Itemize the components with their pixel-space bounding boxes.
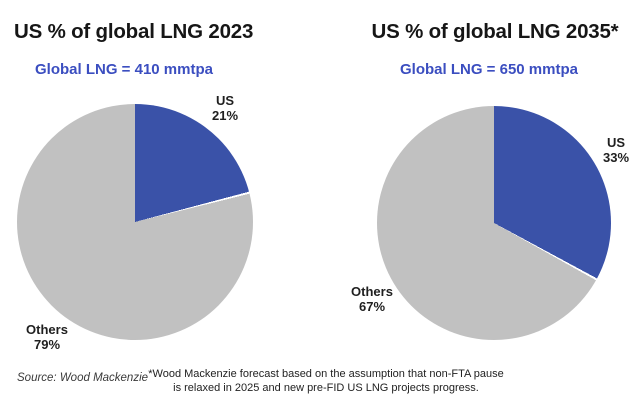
slice-label-us-2023: US 21% xyxy=(195,93,255,123)
slice-label-others-2023: Others 79% xyxy=(7,322,87,352)
slice-pct: 67% xyxy=(358,299,386,314)
chart-subtitle-2023: Global LNG = 410 mmtpa xyxy=(35,61,213,78)
slice-pct: 79% xyxy=(33,337,61,352)
slice-name: US xyxy=(606,135,626,150)
slice-pct: 21% xyxy=(211,108,239,123)
footnote-line-1: *Wood Mackenzie forecast based on the as… xyxy=(148,368,504,380)
slice-name: Others xyxy=(26,322,68,337)
chart-subtitle-2035: Global LNG = 650 mmtpa xyxy=(400,61,578,78)
footnote-line-2: is relaxed in 2025 and new pre-FID US LN… xyxy=(173,381,479,394)
pie-chart-2035 xyxy=(377,106,611,340)
slice-label-others-2035: Others 67% xyxy=(332,284,412,314)
slice-name: Others xyxy=(351,284,393,299)
slice-name: US xyxy=(215,93,235,108)
chart-title-2035: US % of global LNG 2035* xyxy=(371,20,619,43)
slice-pct: 33% xyxy=(602,150,630,165)
pie-chart-2023 xyxy=(17,104,253,340)
slice-label-us-2035: US 33% xyxy=(590,135,642,165)
footnote: *Wood Mackenzie forecast based on the as… xyxy=(136,368,516,395)
source-note: Source: Wood Mackenzie xyxy=(17,372,149,384)
chart-title-2023: US % of global LNG 2023 xyxy=(14,20,254,43)
